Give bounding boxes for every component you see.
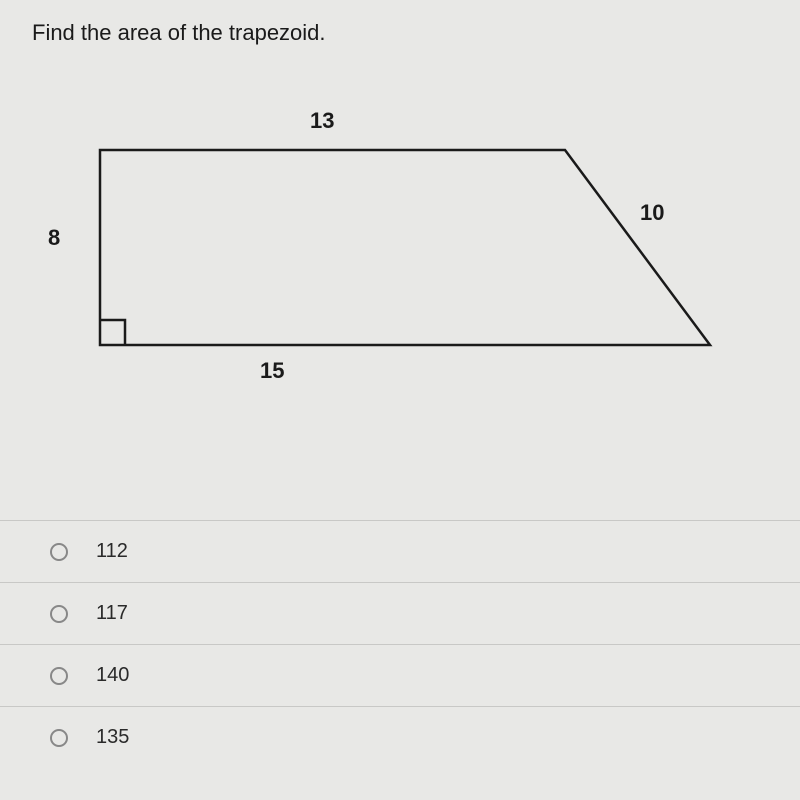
radio-icon[interactable] xyxy=(50,605,68,623)
trapezoid-shape xyxy=(100,150,710,345)
option-label: 135 xyxy=(96,726,129,749)
option-label: 140 xyxy=(96,664,129,687)
option-label: 117 xyxy=(96,602,128,625)
left-side-label: 8 xyxy=(48,225,60,251)
option-row[interactable]: 135 xyxy=(0,706,800,768)
top-side-label: 13 xyxy=(310,108,334,134)
radio-icon[interactable] xyxy=(50,667,68,685)
option-row[interactable]: 112 xyxy=(0,520,800,582)
trapezoid-diagram: 13 8 10 15 xyxy=(80,140,720,420)
answer-options: 112 117 140 135 xyxy=(0,520,800,768)
radio-icon[interactable] xyxy=(50,543,68,561)
option-row[interactable]: 117 xyxy=(0,582,800,644)
right-side-label: 10 xyxy=(640,200,664,226)
trapezoid-svg xyxy=(80,140,720,420)
right-angle-marker-icon xyxy=(100,320,125,345)
option-label: 112 xyxy=(96,540,128,563)
radio-icon[interactable] xyxy=(50,729,68,747)
bottom-side-label: 15 xyxy=(260,358,284,384)
question-prompt: Find the area of the trapezoid. xyxy=(32,20,326,46)
option-row[interactable]: 140 xyxy=(0,644,800,706)
